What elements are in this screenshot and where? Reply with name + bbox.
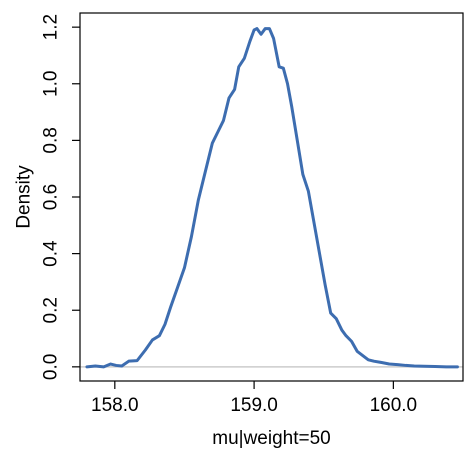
y-tick-label: 1.0	[41, 71, 62, 97]
plot-frame	[79, 12, 464, 382]
plot-area: 158.0 159.0 160.0 0.0 0.2 0.4 0.6 0.8 1.0 1.2	[41, 12, 464, 416]
x-tick-label: 159.0	[230, 395, 278, 416]
y-tick-label: 0.0	[41, 354, 62, 380]
y-tick-label: 0.2	[41, 297, 62, 323]
x-tick-label: 158.0	[91, 395, 139, 416]
y-tick-label: 0.4	[41, 240, 62, 267]
x-axis-title: mu|weight=50	[212, 428, 330, 449]
y-tick-label: 1.2	[41, 14, 62, 40]
y-axis-title: Density	[14, 165, 35, 229]
x-tick-label: 160.0	[370, 395, 418, 416]
y-tick-label: 0.8	[41, 127, 62, 153]
y-tick-label: 0.6	[41, 184, 62, 210]
density-line	[85, 27, 459, 369]
